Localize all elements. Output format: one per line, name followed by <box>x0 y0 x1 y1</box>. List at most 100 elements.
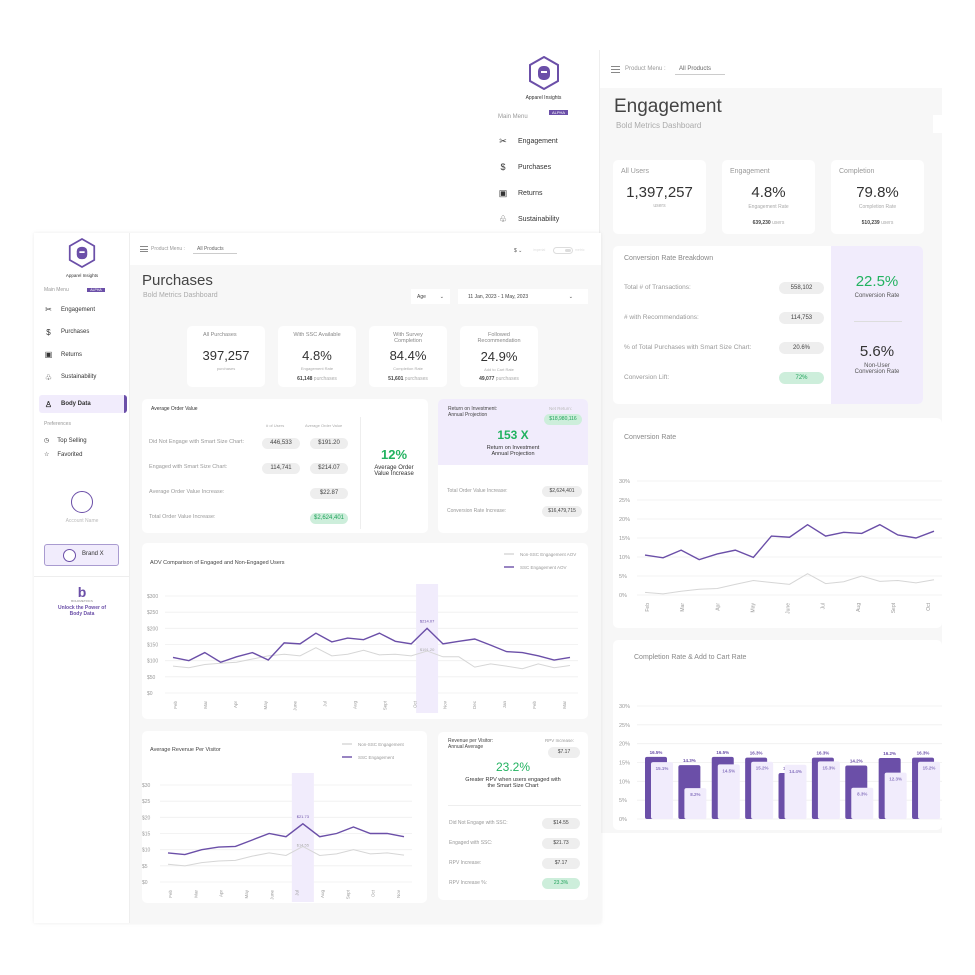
rpv-title: Revenue per Visitor: Annual Average <box>448 738 494 750</box>
product-menu-select[interactable]: All Products <box>193 246 237 254</box>
stat-card: With SSC Available 4.8% Engagement Rate … <box>278 326 356 387</box>
unit-toggle[interactable] <box>553 247 573 254</box>
rpv-row-value: $7.17 <box>542 858 580 869</box>
currency-select[interactable]: $ ⌄ <box>514 248 523 254</box>
roi-highlight <box>438 399 588 465</box>
menu-icon[interactable] <box>140 246 148 252</box>
sidebar-item-returns[interactable]: ▣ Returns <box>498 188 543 198</box>
star-icon: ☆ <box>44 452 50 458</box>
bar-label: 15.2% <box>923 766 936 771</box>
page-subtitle: Bold Metrics Dashboard <box>143 292 218 299</box>
divider <box>854 321 902 322</box>
chevron-down-icon: ⌄ <box>568 294 573 300</box>
card-title: Conversion Rate Breakdown <box>624 255 714 262</box>
x-tick-label: Mar <box>680 603 686 612</box>
sidebar-item-sustainability[interactable]: ♧ Sustainability <box>498 214 560 224</box>
conversion-breakdown-card: Conversion Rate Breakdown Total # of Tra… <box>613 246 923 404</box>
avatar[interactable] <box>71 491 93 513</box>
x-tick-label: Feb <box>173 701 178 709</box>
breakdown-value: 558,102 <box>779 282 824 294</box>
sidebar-item-purchases[interactable]: $ Purchases <box>44 328 89 337</box>
y-tick-label: 5% <box>619 574 627 580</box>
y-tick-label: 10% <box>619 555 630 561</box>
rpv-increase-label: RPV Increase: <box>545 738 575 743</box>
sidebar-item-engagement[interactable]: ✂ Engagement <box>45 305 96 314</box>
alpha-badge: ALPHA <box>87 288 105 292</box>
breakdown-label: % of Total Purchases with Smart Size Cha… <box>624 344 752 351</box>
x-tick-label: Jan <box>502 701 507 709</box>
bar <box>751 761 774 819</box>
card-title: Conversion Rate <box>624 434 677 441</box>
divider <box>34 576 130 577</box>
aov-value: $214.07 <box>310 463 348 474</box>
conversion-highlight: 22.5% Conversion Rate 5.6% Non-User Conv… <box>831 246 923 404</box>
sidebar-item-returns[interactable]: ▣ Returns <box>44 350 83 359</box>
x-tick-label: Feb <box>645 603 651 612</box>
sidebar-item-purchases[interactable]: $ Purchases <box>498 162 551 172</box>
net-return-label: Net Return: <box>549 406 573 411</box>
date-range-filter[interactable]: 11 Jan, 2023 - 1 May, 2023 ⌄ <box>458 289 588 304</box>
conversion-rate-card: Conversion Rate 0% 5% 10% 15% 20% 25% 30% Conve… <box>613 418 942 628</box>
legend-label: SSC Engagement <box>358 755 395 760</box>
y-tick-label: $10 <box>142 848 151 854</box>
hexagon-logo-icon <box>68 237 96 269</box>
bar <box>684 788 707 819</box>
rpv-row-label: Did Not Engage with SSC: <box>449 820 508 826</box>
page-subtitle: Bold Metrics Dashboard <box>616 121 702 130</box>
aov-comparison-chart: $0 $50 $100 $150 $200 $250 $300 AOV Comparison … <box>147 552 578 713</box>
x-tick-label: Oct <box>412 700 417 708</box>
bar-label: 16.3% <box>817 751 830 756</box>
users-value: 114,741 <box>262 463 300 474</box>
aov-card: Average Order Value # of Users Average O… <box>142 399 428 533</box>
users-value: 446,533 <box>262 438 300 449</box>
aov-row-label: Did Not Engage with Smart Size Chart: <box>149 439 245 445</box>
y-tick-label: 25% <box>619 723 630 729</box>
sidebar-item-sustainability[interactable]: ♧ Sustainability <box>44 372 97 382</box>
aov-comparison-card: $0 $50 $100 $150 $200 $250 $300 AOV Comparison … <box>142 543 588 719</box>
x-tick-label: Mar <box>562 700 567 708</box>
chart-title: Average Revenue Per Visitor <box>150 747 221 753</box>
aov-value: $191.20 <box>310 438 348 449</box>
purchases-sidebar: Apparel Insights ALPHA Main Menu ✂ Engage… <box>34 233 130 923</box>
net-return-value: $18,980,116 <box>544 414 582 425</box>
rpv-row-label: RPV Increase %: <box>449 880 488 886</box>
y-tick-label: $30 <box>142 783 151 789</box>
alpha-badge: ALPHA <box>548 110 569 115</box>
x-tick-label: Dec <box>472 700 477 709</box>
metric-label: metric <box>575 248 585 252</box>
bar-label: 16.5% <box>716 750 729 755</box>
boldmetrics-logo-icon: b <box>77 584 87 600</box>
bar-label: 15.1% <box>656 766 669 771</box>
nonuser-rate-value: 5.6% <box>859 343 895 360</box>
legend-label: SSC Engagement AOV <box>520 565 567 570</box>
aov-row-label: Engaged with Smart Size Chart: <box>149 464 228 470</box>
box-icon: ▣ <box>498 188 508 198</box>
bar <box>651 762 673 819</box>
sidebar-item-body-data[interactable]: ♙ Body Data <box>39 395 127 413</box>
menu-icon[interactable] <box>611 66 620 73</box>
conversion-rate-value: 22.5% <box>855 273 899 290</box>
bar <box>717 764 740 819</box>
sidebar-item-engagement[interactable]: ✂ Engagement <box>499 136 558 146</box>
logo: Apparel Insights ALPHA <box>487 55 600 119</box>
product-menu-select[interactable]: All Products <box>675 66 725 75</box>
brand-switch-button[interactable]: Brand X <box>44 544 119 566</box>
boldmetrics-promo[interactable]: b BOLDMETRICS Unlock the Power of Body D… <box>34 585 130 619</box>
dollar-icon: $ <box>46 327 51 337</box>
highlight-band <box>291 773 314 902</box>
x-tick-label: Nov <box>396 889 401 898</box>
pref-top-selling[interactable]: ◷ Top Selling <box>44 437 87 445</box>
roi-row-value: $2,624,401 <box>542 486 582 497</box>
y-tick-label: 15% <box>619 536 630 542</box>
x-tick-label: Mar <box>193 889 198 897</box>
divider <box>360 417 361 529</box>
y-tick-label: $50 <box>147 675 156 681</box>
age-filter[interactable]: Age ⌄ <box>411 289 450 304</box>
logo: Apparel Insights ALPHA <box>34 237 130 296</box>
bar <box>817 761 840 819</box>
y-tick-label: $250 <box>147 610 158 616</box>
engagement-icon: ✂ <box>499 136 507 146</box>
person-icon: ♙ <box>44 399 53 409</box>
collapse-button[interactable] <box>933 115 942 133</box>
pref-favorited[interactable]: ☆ Favorited <box>44 451 83 459</box>
